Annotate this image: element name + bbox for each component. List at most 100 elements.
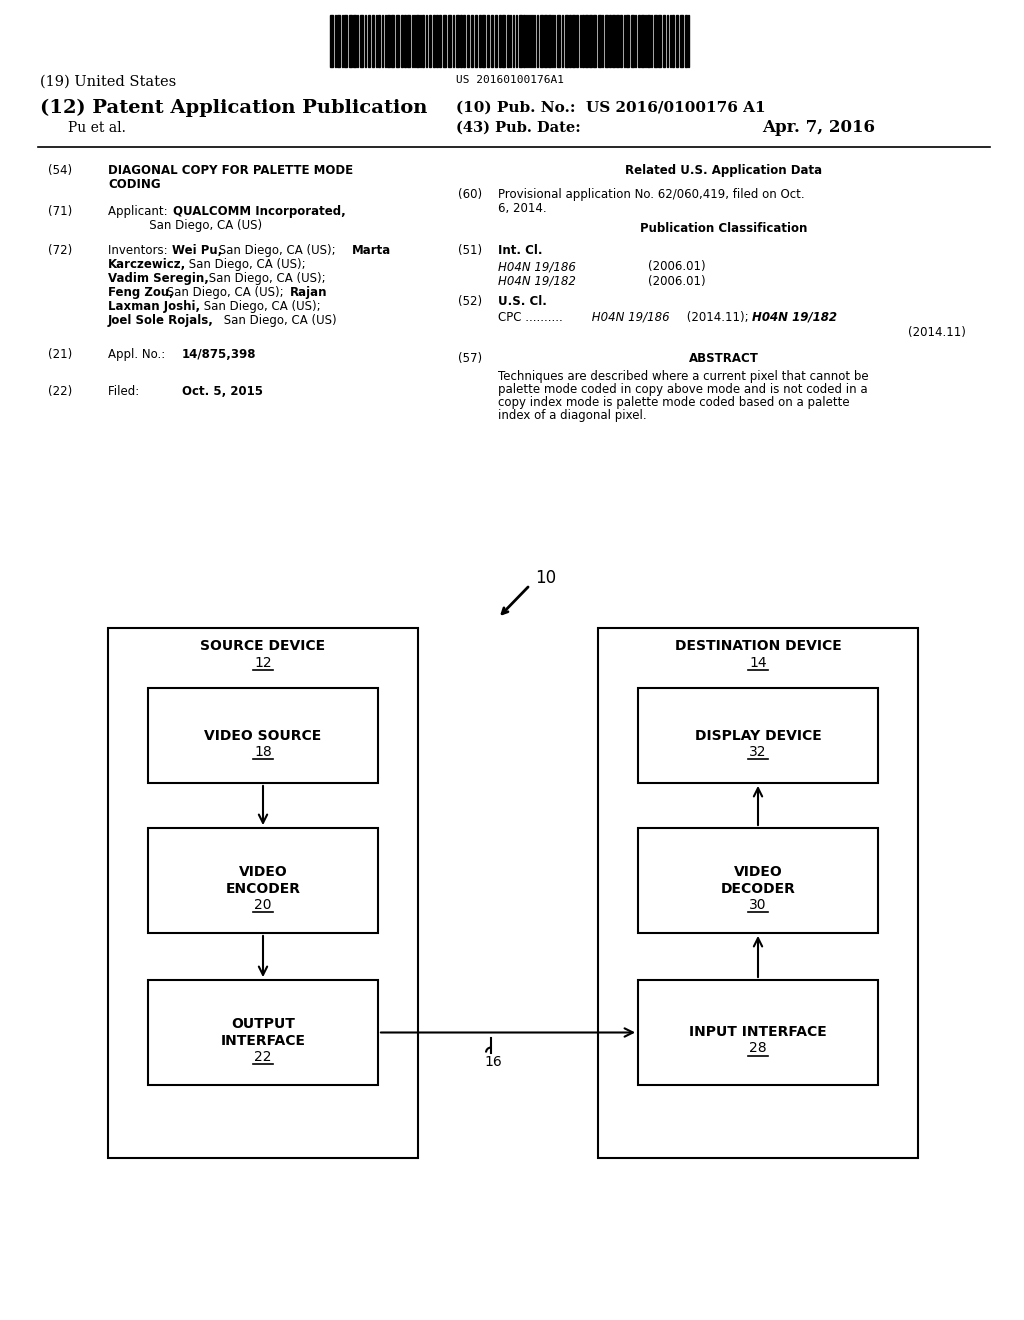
Bar [638,828,878,933]
Text: US 20160100176A1: US 20160100176A1 [456,75,564,84]
Bar [654,15,657,67]
Text: CPC ..........: CPC .......... [498,312,563,323]
Text: San Diego, CA (US): San Diego, CA (US) [220,314,337,327]
Bar [108,628,418,1158]
Bar [479,15,481,67]
Text: DESTINATION DEVICE: DESTINATION DEVICE [675,639,842,653]
Bar [349,15,352,67]
Bar [396,15,399,67]
Text: VIDEO: VIDEO [239,865,288,879]
Text: (22): (22) [48,385,73,399]
Text: palette mode coded in copy above mode and is not coded in a: palette mode coded in copy above mode an… [498,383,867,396]
Text: 18: 18 [254,744,272,759]
Text: VIDEO: VIDEO [733,865,782,879]
Bar [387,15,390,67]
Bar [471,15,473,67]
Bar [685,15,687,67]
Text: Joel Sole Rojals,: Joel Sole Rojals, [108,314,214,327]
Text: 32: 32 [750,744,767,759]
Bar [368,15,370,67]
Text: 14: 14 [750,656,767,671]
Bar [404,15,406,67]
Bar [598,628,918,1158]
Bar [391,15,394,67]
Text: 16: 16 [484,1056,502,1069]
Text: Pu et al.: Pu et al. [68,121,126,135]
Bar [416,15,419,67]
Bar [609,15,611,67]
Text: (51): (51) [458,244,482,257]
Bar [572,15,575,67]
Text: Applicant:: Applicant: [108,205,171,218]
Bar [436,15,438,67]
Text: DIAGONAL COPY FOR PALETTE MODE: DIAGONAL COPY FOR PALETTE MODE [108,164,353,177]
Bar [467,15,469,67]
Bar [463,15,465,67]
Text: QUALCOMM Incorporated,: QUALCOMM Incorporated, [173,205,346,218]
Bar [449,15,451,67]
Text: Int. Cl.: Int. Cl. [498,244,543,257]
Text: (57): (57) [458,352,482,366]
Bar [605,15,608,67]
Text: San Diego, CA (US);: San Diego, CA (US); [200,300,321,313]
Bar [548,15,551,67]
Bar [429,15,431,67]
Text: 6, 2014.: 6, 2014. [498,202,547,215]
Bar [372,15,374,67]
Bar [523,15,525,67]
Bar [378,15,380,67]
Bar [507,15,509,67]
Text: (12) Patent Application Publication: (12) Patent Application Publication [40,99,427,117]
Text: 28: 28 [750,1041,767,1056]
Bar [401,15,403,67]
Text: 20: 20 [254,898,271,912]
Text: Provisional application No. 62/060,419, filed on Oct.: Provisional application No. 62/060,419, … [498,187,805,201]
Text: CODING: CODING [108,178,161,191]
Bar [658,15,662,67]
Bar [557,15,560,67]
Text: (2014.11): (2014.11) [908,326,966,339]
Bar [626,15,629,67]
Text: copy index mode is palette mode coded based on a palette: copy index mode is palette mode coded ba… [498,396,850,409]
Bar [589,15,592,67]
Text: Karczewicz,: Karczewicz, [108,257,186,271]
Text: Filed:: Filed: [108,385,169,399]
Text: H04N 19/182: H04N 19/182 [498,275,575,288]
Text: Related U.S. Application Data: Related U.S. Application Data [626,164,822,177]
Bar [337,15,340,67]
Bar [585,15,588,67]
Bar [672,15,674,67]
Text: OUTPUT: OUTPUT [231,1016,295,1031]
Text: 14/875,398: 14/875,398 [182,348,256,360]
Text: (21): (21) [48,348,73,360]
Bar [638,15,640,67]
Bar [575,15,578,67]
Bar [540,15,543,67]
Text: (2006.01): (2006.01) [648,275,706,288]
Text: INTERFACE: INTERFACE [220,1034,305,1048]
Text: Oct. 5, 2015: Oct. 5, 2015 [182,385,263,399]
Bar [460,15,462,67]
Bar [422,15,424,67]
Bar [344,15,347,67]
Bar [330,15,333,67]
Bar [569,15,571,67]
Text: Vadim Seregin,: Vadim Seregin, [108,272,209,285]
Text: 10: 10 [535,569,556,587]
Text: Feng Zou,: Feng Zou, [108,286,174,300]
Bar [502,15,505,67]
Bar [638,979,878,1085]
Bar [612,15,615,67]
Text: 22: 22 [254,1049,271,1064]
Bar [616,15,618,67]
Text: 12: 12 [254,656,271,671]
Text: (71): (71) [48,205,73,218]
Bar [360,15,362,67]
Text: (54): (54) [48,164,72,177]
Text: SOURCE DEVICE: SOURCE DEVICE [201,639,326,653]
Bar [475,15,477,67]
Text: VIDEO SOURCE: VIDEO SOURCE [205,729,322,742]
Bar [495,15,497,67]
Bar [680,15,683,67]
Text: (2006.01): (2006.01) [648,260,706,273]
